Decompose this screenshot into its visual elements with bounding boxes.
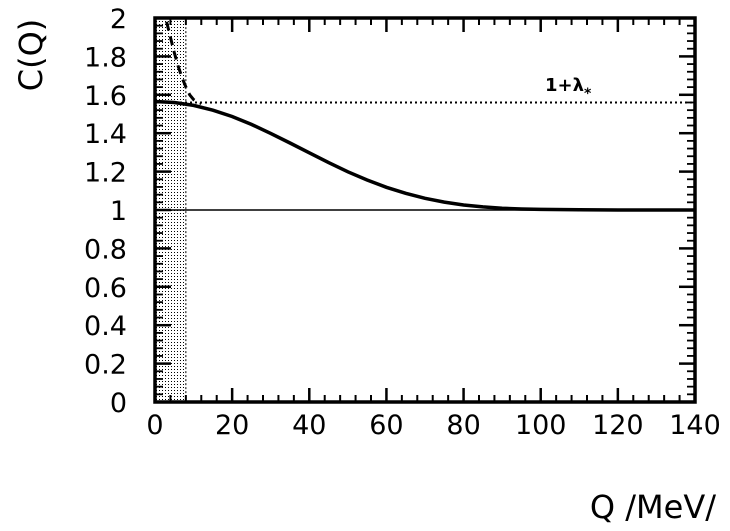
series-dashed-curve bbox=[165, 21, 202, 105]
x-tick-label-2: 40 bbox=[292, 410, 326, 441]
x-tick-labels: 0 20 40 60 80 100 120 140 bbox=[146, 410, 720, 441]
y-tick-label-0: 0 bbox=[110, 388, 127, 419]
annotation-lambda-label: 1+λ* bbox=[545, 75, 592, 102]
y-tick-label-8: 1.6 bbox=[84, 81, 127, 112]
y-tick-label-2: 0.4 bbox=[84, 311, 127, 342]
x-tick-label-5: 100 bbox=[515, 410, 567, 441]
y-tick-label-5: 1 bbox=[110, 196, 127, 227]
x-tick-label-4: 80 bbox=[446, 410, 480, 441]
y-tick-labels: 0 0.2 0.4 0.6 0.8 1 1.2 1.4 1.6 1.8 2 bbox=[84, 4, 127, 419]
y-tick-label-10: 2 bbox=[110, 4, 127, 35]
y-tick-label-1: 0.2 bbox=[84, 350, 127, 381]
x-tick-label-6: 120 bbox=[592, 410, 644, 441]
plot-frame bbox=[153, 16, 697, 404]
y-tick-label-4: 0.8 bbox=[84, 234, 127, 265]
series-solid-curve bbox=[154, 99, 695, 212]
x-axis-title: Q /MeV/ bbox=[590, 488, 716, 526]
annotation-lambda-main: 1+λ bbox=[545, 75, 584, 96]
x-tick-label-3: 60 bbox=[369, 410, 403, 441]
annotation-lambda-subscript: * bbox=[584, 86, 592, 102]
x-tick-label-1: 20 bbox=[215, 410, 249, 441]
y-tick-label-9: 1.8 bbox=[84, 42, 127, 73]
y-tick-label-7: 1.4 bbox=[84, 119, 127, 150]
y-tick-label-3: 0.6 bbox=[84, 273, 127, 304]
y-axis-title: C(Q) bbox=[12, 19, 50, 92]
x-tick-label-0: 0 bbox=[146, 410, 163, 441]
x-tick-label-7: 140 bbox=[669, 410, 721, 441]
y-tick-label-6: 1.2 bbox=[84, 158, 127, 189]
